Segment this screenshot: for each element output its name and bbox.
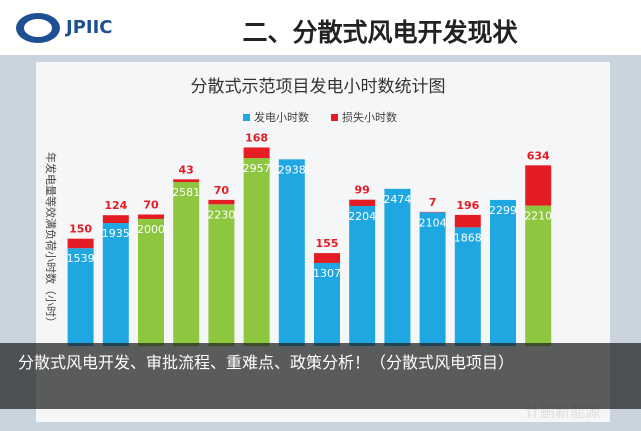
bar-segment [208,204,235,346]
bar-segment [525,205,552,346]
caption: 分散式风电开发、审批流程、重难点、政策分析！（分散式风电项目） [0,343,641,409]
legend-label: 损失小时数 [342,110,397,124]
value-label: 2000 [137,223,165,236]
bar-segment [102,215,129,224]
bar-segment [314,262,340,346]
bar-segment [384,188,411,346]
bar-segment [454,227,481,346]
bar-segment [67,238,94,249]
value-label: 1539 [67,252,95,265]
bar-segment [349,205,376,346]
bar-segment [67,248,94,346]
legend-label: 发电小时数 [254,110,309,124]
value-label: 150 [69,223,92,236]
bar-segment [173,182,200,346]
logo-mark [24,19,52,37]
value-label: 124 [104,199,127,212]
value-label: 2204 [348,210,376,223]
value-label: 1935 [102,227,130,240]
bar-segment [138,214,164,219]
bar-segment [208,199,235,205]
value-label: 43 [179,163,194,176]
bar-segment [102,223,129,346]
bar-segment [490,199,516,346]
bar-segment [314,253,340,263]
value-label: 2210 [524,210,552,223]
bar-segment [454,214,481,228]
value-label: 2474 [383,193,411,206]
value-label: 70 [214,184,230,197]
value-label: 2938 [278,163,306,176]
value-label: 634 [527,149,550,162]
y-axis-label: 年发电量等效满负荷小时数（小时） [44,152,58,328]
value-label: 2581 [172,186,200,199]
logo-text: JPIIC [64,17,113,38]
bar-segment [419,212,446,346]
slide-title: 二、分散式风电开发现状 [242,18,518,47]
bar-segment [349,199,376,206]
bar-segment [173,179,200,183]
bar-segment [278,159,305,346]
value-label: 1307 [313,267,341,280]
bar-segment [243,147,270,159]
value-label: 99 [355,184,370,197]
value-label: 196 [456,199,479,212]
bar-segment [243,158,270,346]
legend-swatch [331,114,338,121]
value-label: 1868 [454,231,482,244]
value-label: 168 [245,131,268,144]
value-label: 2957 [243,162,271,175]
value-label: 2230 [207,208,235,221]
legend-swatch [243,114,250,121]
value-label: 7 [429,196,437,209]
value-label: 155 [316,237,339,250]
value-label: 2104 [419,216,447,229]
bar-segment [138,218,164,346]
value-label: 2299 [489,204,517,217]
value-label: 70 [143,198,159,211]
bar-segment [525,165,552,206]
chart-title: 分散式示范项目发电小时数统计图 [191,77,446,97]
